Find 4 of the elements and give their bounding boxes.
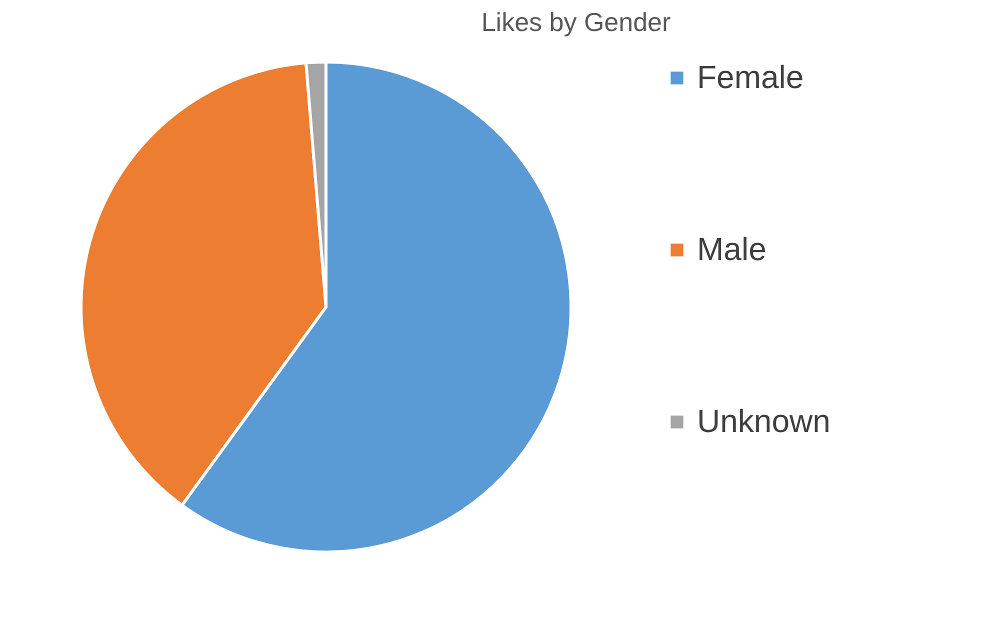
chart-title: Likes by Gender [481, 7, 672, 37]
legend-label: Unknown [697, 403, 830, 439]
legend-label: Female [697, 59, 804, 95]
legend-label: Male [697, 231, 766, 267]
